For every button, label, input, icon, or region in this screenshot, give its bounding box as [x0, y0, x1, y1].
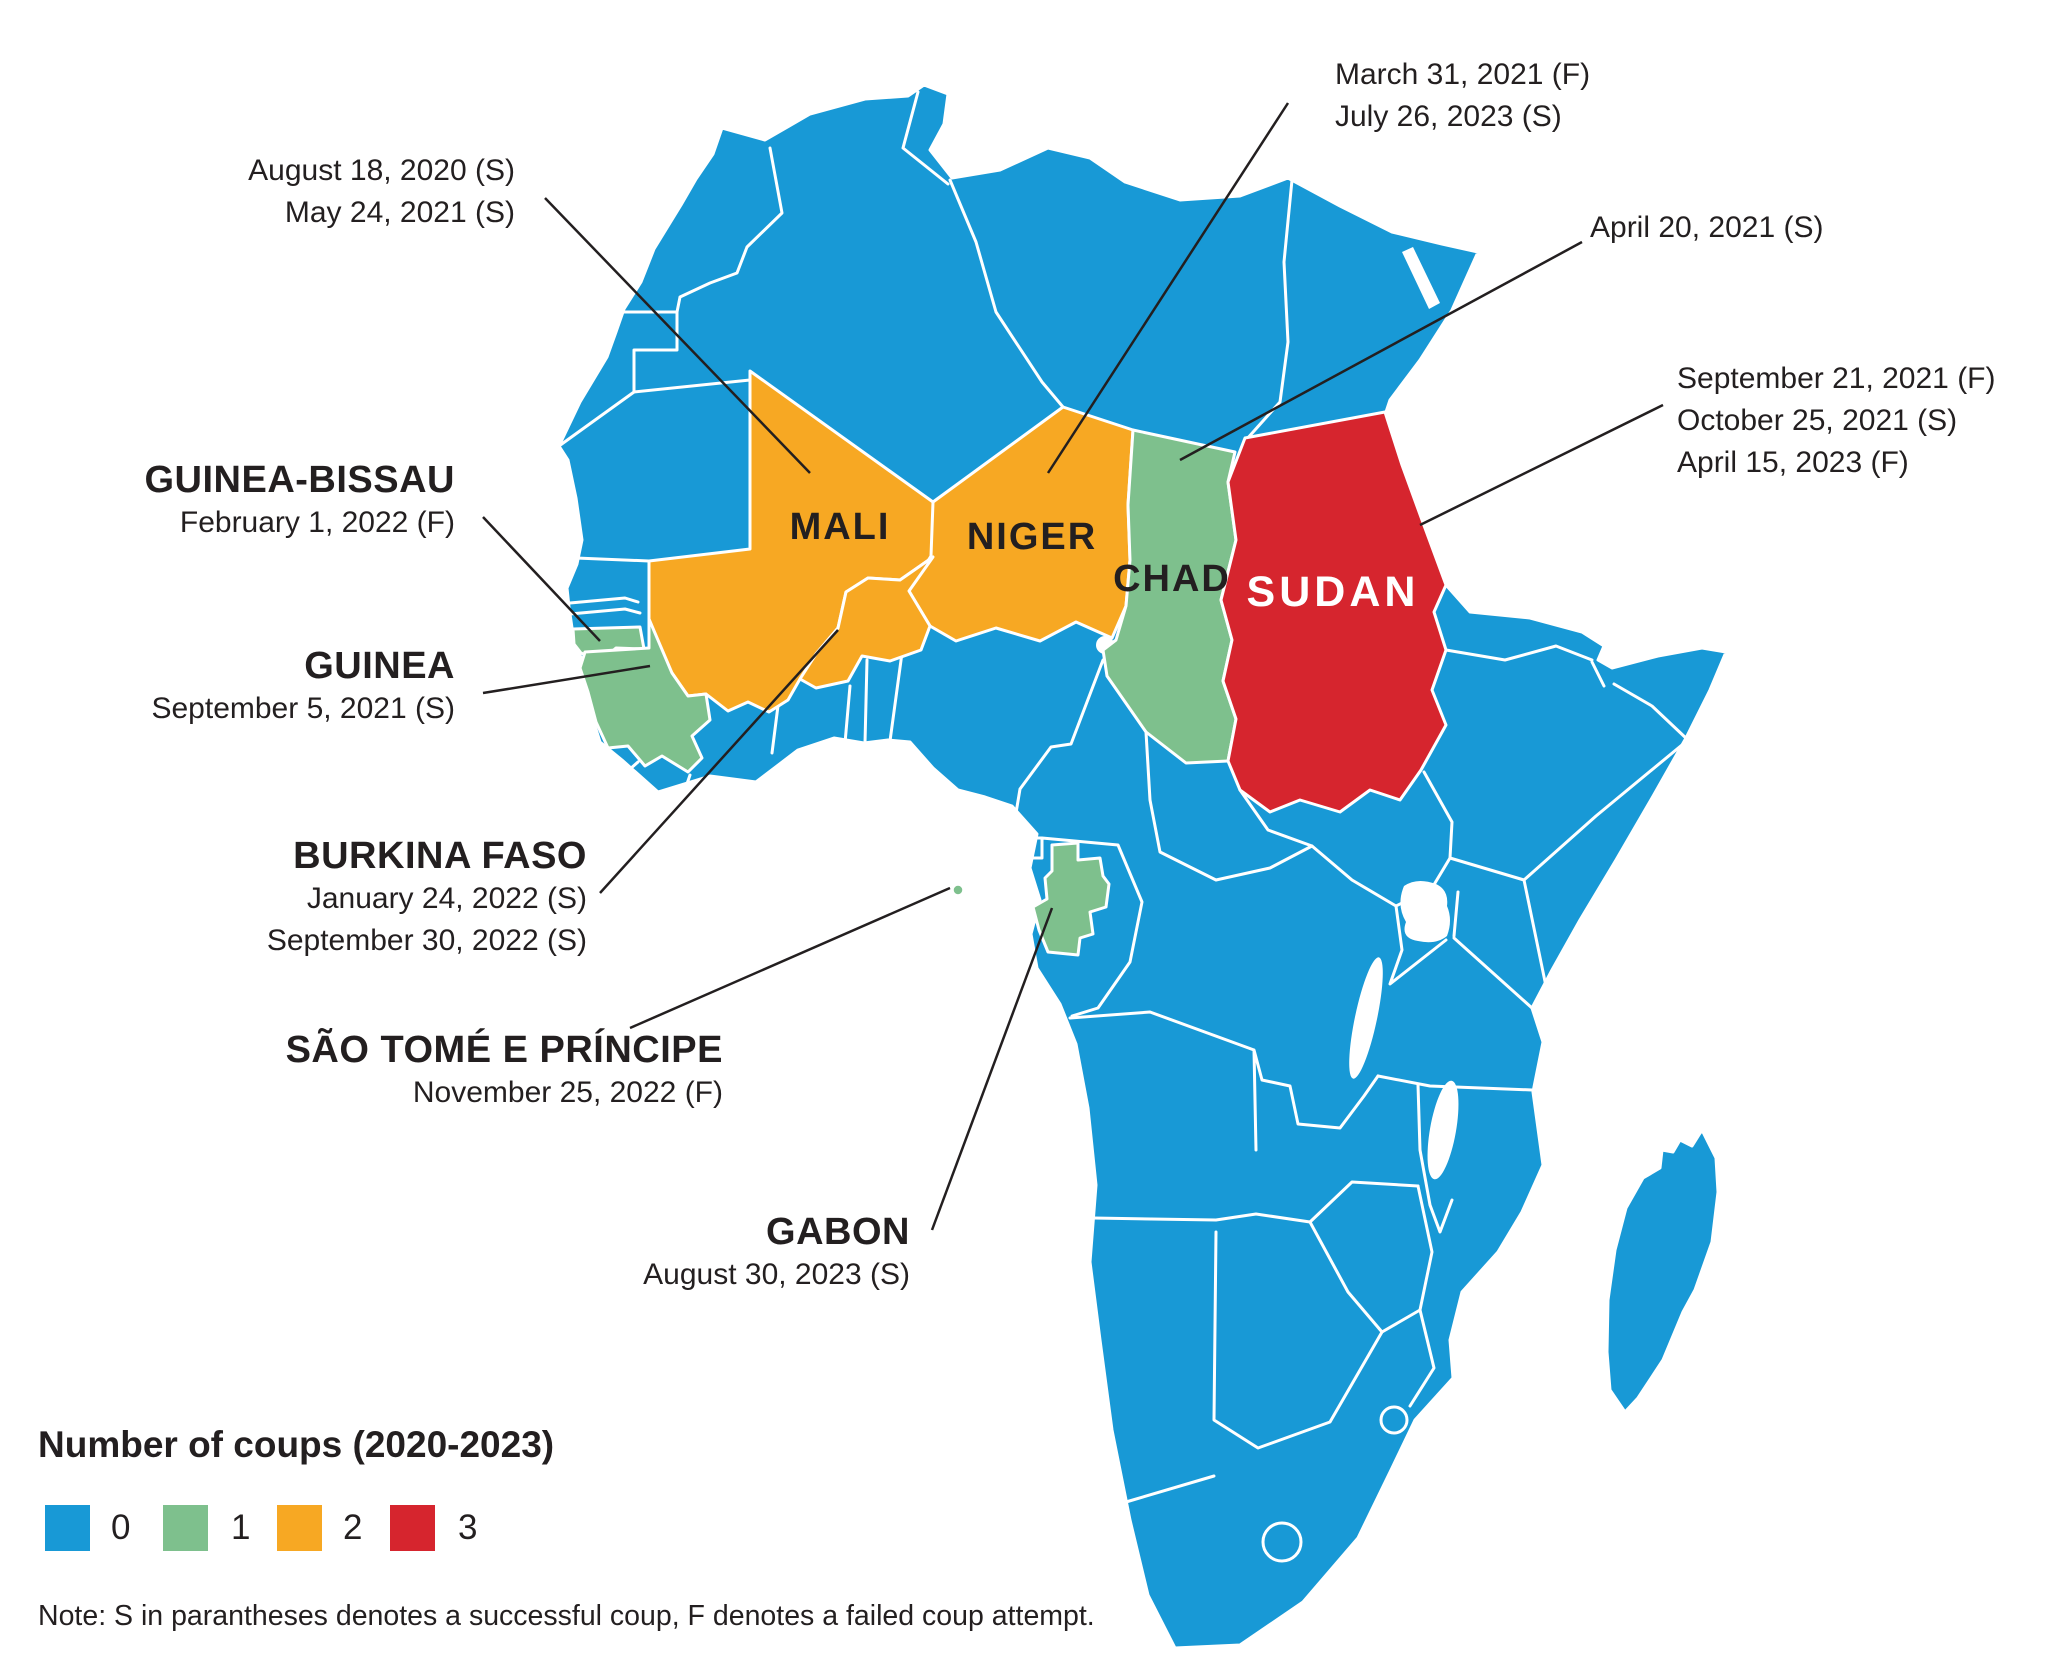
annotation-date: March 31, 2021 (F): [1335, 58, 1591, 91]
footnote: Note: S in parantheses denotes a success…: [38, 1600, 1095, 1632]
annotation-date: February 1, 2022 (F): [179, 506, 455, 539]
legend-label-1: 1: [231, 1508, 251, 1547]
leader-sudan: [1419, 403, 1664, 527]
country-sao-tome-island: [952, 884, 964, 896]
annotation-date: August 18, 2020 (S): [248, 154, 515, 187]
annotation-burkina-faso: BURKINA FASO January 24, 2022 (S) Septem…: [227, 834, 587, 962]
annotation-date: September 30, 2022 (S): [266, 924, 587, 957]
legend-label-3: 3: [458, 1508, 478, 1547]
annotation-sao-tome: SÃO TOMÉ E PRÍNCIPE November 25, 2022 (F…: [263, 1028, 723, 1114]
annotation-date: November 25, 2022 (F): [412, 1076, 723, 1109]
annotation-date: August 30, 2023 (S): [643, 1258, 910, 1291]
annotation-date: October 25, 2021 (S): [1677, 404, 1958, 437]
leader-sao-tome: [629, 886, 951, 1030]
lakes: [1096, 247, 1459, 1180]
legend-label-2: 2: [343, 1508, 363, 1547]
map-label-chad: CHAD: [1113, 558, 1231, 600]
legend-label-0: 0: [111, 1508, 131, 1547]
annotation-date: July 26, 2023 (S): [1335, 100, 1562, 133]
africa-landmass: [557, 83, 1728, 1650]
leader-gabon: [930, 907, 1054, 1231]
annotation-date: April 20, 2021 (S): [1590, 211, 1824, 244]
annotation-guinea: GUINEA September 5, 2021 (S): [135, 644, 455, 730]
country-guinea: [578, 617, 712, 774]
annotation-country-name: BURKINA FASO: [293, 835, 587, 877]
annotation-date: May 24, 2021 (S): [284, 196, 515, 229]
country-burkina-faso: [798, 555, 935, 690]
leader-lines: [482, 102, 1664, 1231]
annotation-country-name: SÃO TOMÉ E PRÍNCIPE: [285, 1029, 723, 1071]
annotation-country-name: GUINEA-BISSAU: [144, 459, 455, 501]
annotation-country-name: GUINEA: [304, 645, 455, 687]
leader-niger: [1046, 102, 1290, 474]
annotation-guinea-bissau: GUINEA-BISSAU February 1, 2022 (F): [135, 458, 455, 544]
annotation-date: September 21, 2021 (F): [1677, 362, 1996, 395]
annotation-sudan: September 21, 2021 (F) October 25, 2021 …: [1677, 358, 2037, 484]
country-borders: [557, 90, 1690, 1563]
leader-guinea-bissau: [482, 516, 601, 642]
map-label-sudan: SUDAN: [1247, 568, 1420, 616]
annotation-chad: April 20, 2021 (S): [1590, 207, 1930, 249]
legend-swatch-2: [277, 1505, 322, 1551]
legend-swatch-0: [45, 1505, 90, 1551]
leader-burkina-faso: [599, 629, 839, 894]
legend-swatch-1: [163, 1505, 208, 1551]
legend-title: Number of coups (2020-2023): [38, 1424, 555, 1465]
annotation-date: September 5, 2021 (S): [151, 692, 455, 725]
annotation-country-name: GABON: [766, 1211, 910, 1253]
country-sudan: [1219, 410, 1448, 814]
leader-mali: [544, 197, 811, 474]
map-label-mali: MALI: [790, 506, 891, 548]
legend-swatch-3: [390, 1505, 435, 1551]
annotation-mali: August 18, 2020 (S) May 24, 2021 (S): [180, 150, 515, 234]
map-label-niger: NIGER: [967, 516, 1097, 558]
leader-guinea: [482, 664, 651, 695]
country-madagascar: [1605, 1128, 1720, 1414]
annotation-gabon: GABON August 30, 2023 (S): [590, 1210, 910, 1296]
annotation-date: April 15, 2023 (F): [1677, 446, 1909, 479]
annotation-date: January 24, 2022 (S): [306, 882, 587, 915]
country-gabon: [1031, 841, 1111, 957]
annotation-niger: March 31, 2021 (F) July 26, 2023 (S): [1335, 54, 1675, 138]
leader-chad: [1179, 240, 1583, 462]
